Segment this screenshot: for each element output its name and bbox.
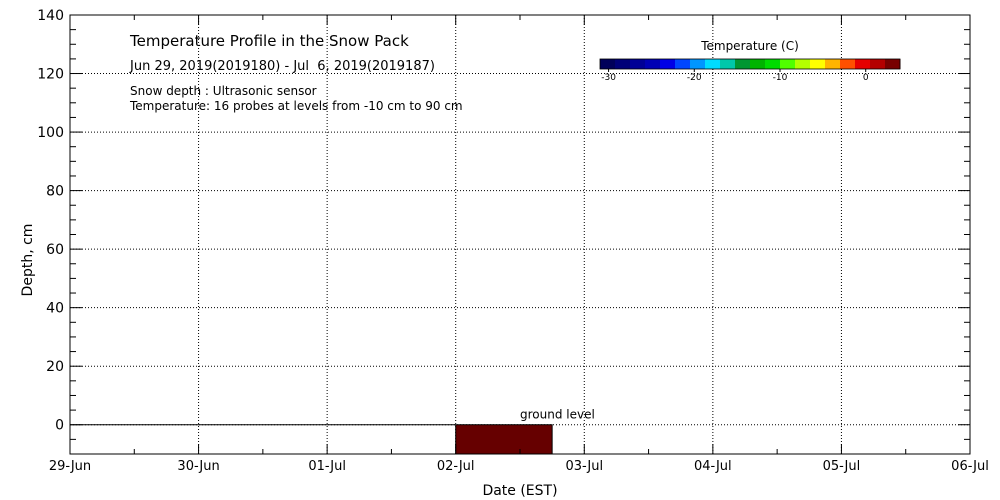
heatmap-cells — [455, 424, 553, 455]
colorbar-segment — [705, 59, 721, 69]
heatmap-cell — [455, 424, 553, 455]
x-tick-label: 02-Jul — [437, 459, 475, 474]
colorbar-segment — [810, 59, 826, 69]
x-tick-label: 30-Jun — [177, 459, 219, 474]
colorbar-segment — [675, 59, 691, 69]
y-tick-label: 20 — [46, 359, 64, 375]
y-tick-label: 140 — [37, 8, 64, 24]
colorbar-tick-label: -10 — [773, 73, 788, 83]
colorbar-segment — [870, 59, 886, 69]
colorbar — [599, 58, 901, 70]
y-tick-labels: 0 20 40 60 80 100 120 140 — [37, 8, 64, 434]
axis-ticks — [69, 14, 971, 455]
colorbar-segment — [825, 59, 841, 69]
y-tick-label: 100 — [37, 125, 64, 141]
x-tick-label: 05-Jul — [823, 459, 861, 474]
ground-level-label: ground level — [520, 408, 595, 422]
colorbar-segment — [750, 59, 766, 69]
colorbar-segment — [780, 59, 796, 69]
chart-subtitle: Jun 29, 2019(2019180) - Jul 6, 2019(2019… — [129, 59, 435, 74]
y-tick-label: 120 — [37, 67, 64, 83]
y-tick-label: 80 — [46, 184, 64, 200]
colorbar-tick-label: -20 — [687, 73, 702, 83]
y-tick-label: 60 — [46, 242, 64, 258]
colorbar-segment — [795, 59, 811, 69]
colorbar-segment — [855, 59, 871, 69]
colorbar-title: Temperature (C) — [700, 39, 799, 53]
colorbar-tick-label: 0 — [863, 73, 869, 83]
colorbar-segment — [660, 59, 676, 69]
colorbar-segment — [735, 59, 751, 69]
colorbar-segment — [840, 59, 856, 69]
y-tick-label: 0 — [55, 418, 64, 434]
chart-title: Temperature Profile in the Snow Pack — [129, 32, 409, 50]
colorbar-tick-labels: -30 -20 -10 0 — [601, 69, 869, 83]
x-tick-labels: 29-Jun 30-Jun 01-Jul 02-Jul 03-Jul 04-Jul 05-J… — [49, 459, 989, 474]
x-tick-label: 06-Jul — [951, 459, 989, 474]
note-temperature-probes: Temperature: 16 probes at levels from -1… — [129, 99, 463, 113]
x-tick-label: 29-Jun — [49, 459, 91, 474]
x-axis-label: Date (EST) — [482, 483, 557, 499]
plot-frame — [69, 14, 971, 455]
colorbar-segment — [690, 59, 706, 69]
x-tick-label: 01-Jul — [308, 459, 346, 474]
y-axis-label: Depth, cm — [20, 224, 36, 297]
x-tick-label: 04-Jul — [694, 459, 732, 474]
colorbar-segment — [720, 59, 736, 69]
note-snow-depth: Snow depth : Ultrasonic sensor — [130, 84, 317, 98]
colorbar-segment — [630, 59, 646, 69]
colorbar-segment — [645, 59, 661, 69]
y-tick-label: 40 — [46, 301, 64, 317]
colorbar-segment — [885, 59, 901, 69]
colorbar-segment — [600, 59, 616, 69]
colorbar-segment — [615, 59, 631, 69]
colorbar-segment — [765, 59, 781, 69]
grid-lines — [70, 15, 970, 454]
x-tick-label: 03-Jul — [565, 459, 603, 474]
colorbar-tick-label: -30 — [601, 73, 616, 83]
colorbar-border — [599, 58, 901, 70]
